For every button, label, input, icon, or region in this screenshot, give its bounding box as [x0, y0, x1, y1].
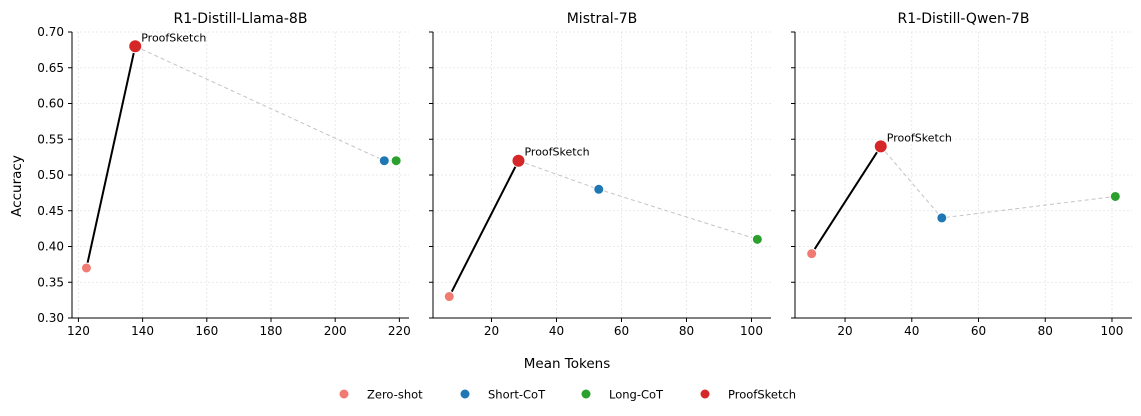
point-zero-shot	[806, 248, 818, 260]
point-proofsketch	[128, 39, 143, 54]
y-tick-label: 0.40	[37, 240, 64, 254]
legend-label: ProofSketch	[728, 388, 796, 402]
legend: Zero-shot Short-CoT Long-CoT ProofSketch	[339, 388, 796, 402]
x-tick-label: 180	[260, 324, 283, 338]
y-tick-label: 0.65	[37, 61, 64, 75]
point-proofsketch	[511, 153, 526, 168]
legend-label: Short-CoT	[488, 388, 546, 402]
point-short-cot	[936, 212, 948, 224]
proofsketch-annotation: ProofSketch	[524, 146, 589, 159]
y-tick-label: 0.30	[37, 311, 64, 325]
legend-item: Long-CoT	[581, 388, 664, 402]
point-zero-shot	[443, 291, 455, 303]
x-tick-label: 60	[971, 324, 986, 338]
legend-item: Short-CoT	[460, 388, 546, 402]
x-tick-label: 220	[388, 324, 411, 338]
legend-item: ProofSketch	[700, 388, 796, 402]
legend-marker	[460, 389, 470, 399]
x-tick-label: 60	[614, 324, 629, 338]
panel-title: R1-Distill-Qwen-7B	[898, 11, 1030, 27]
x-tick-label: 40	[904, 324, 919, 338]
x-tick-label: 20	[484, 324, 499, 338]
y-tick-label: 0.55	[37, 132, 64, 146]
x-tick-label: 140	[131, 324, 154, 338]
improvement-line	[810, 145, 882, 255]
y-tick-label: 0.35	[37, 275, 64, 289]
improvement-line	[85, 46, 137, 269]
point-long-cot	[751, 233, 763, 245]
legend-marker	[700, 389, 710, 399]
y-tick-label: 0.50	[37, 168, 64, 182]
panel-3: R1-Distill-Qwen-7B 20 40 60 80 100 ProofSketch	[791, 11, 1132, 338]
y-tick-label: 0.70	[37, 25, 64, 39]
improvement-line	[448, 160, 520, 298]
point-zero-shot	[80, 262, 92, 274]
point-proofsketch	[873, 139, 888, 154]
point-short-cot	[593, 183, 605, 195]
proofsketch-annotation: ProofSketch	[141, 31, 206, 44]
y-tick-label: 0.60	[37, 97, 64, 111]
panels: R1-Distill-Llama-8B 0.30 0.35 0.40 0.45 0.50 0…	[37, 11, 1132, 338]
panel-2: Mistral-7B 20 40 60 80 100 ProofSketch	[429, 11, 771, 338]
panel-1: R1-Distill-Llama-8B 0.30 0.35 0.40 0.45 0.50 0…	[37, 11, 411, 338]
point-long-cot	[1109, 190, 1121, 202]
frontier-dashed-line	[880, 146, 1116, 219]
x-tick-label: 40	[549, 324, 564, 338]
legend-item: Zero-shot	[339, 388, 423, 402]
y-axis-label: Accuracy	[9, 155, 25, 217]
point-long-cot	[390, 155, 402, 167]
x-axis-label: Mean Tokens	[524, 356, 611, 372]
x-tick-label: 100	[1101, 324, 1124, 338]
panel-title: R1-Distill-Llama-8B	[174, 11, 308, 27]
legend-marker	[581, 389, 591, 399]
x-tick-label: 160	[195, 324, 218, 338]
proofsketch-annotation: ProofSketch	[887, 131, 952, 144]
legend-label: Long-CoT	[609, 388, 664, 402]
frontier-dashed-line	[518, 160, 758, 240]
legend-marker	[339, 389, 349, 399]
x-tick-label: 120	[67, 324, 90, 338]
x-tick-label: 200	[324, 324, 347, 338]
point-short-cot	[378, 155, 390, 167]
x-tick-label: 80	[679, 324, 694, 338]
legend-label: Zero-shot	[367, 388, 423, 402]
panel-title: Mistral-7B	[567, 11, 638, 27]
y-tick-label: 0.45	[37, 204, 64, 218]
x-tick-label: 100	[740, 324, 763, 338]
x-tick-label: 80	[1038, 324, 1053, 338]
x-tick-label: 20	[837, 324, 852, 338]
